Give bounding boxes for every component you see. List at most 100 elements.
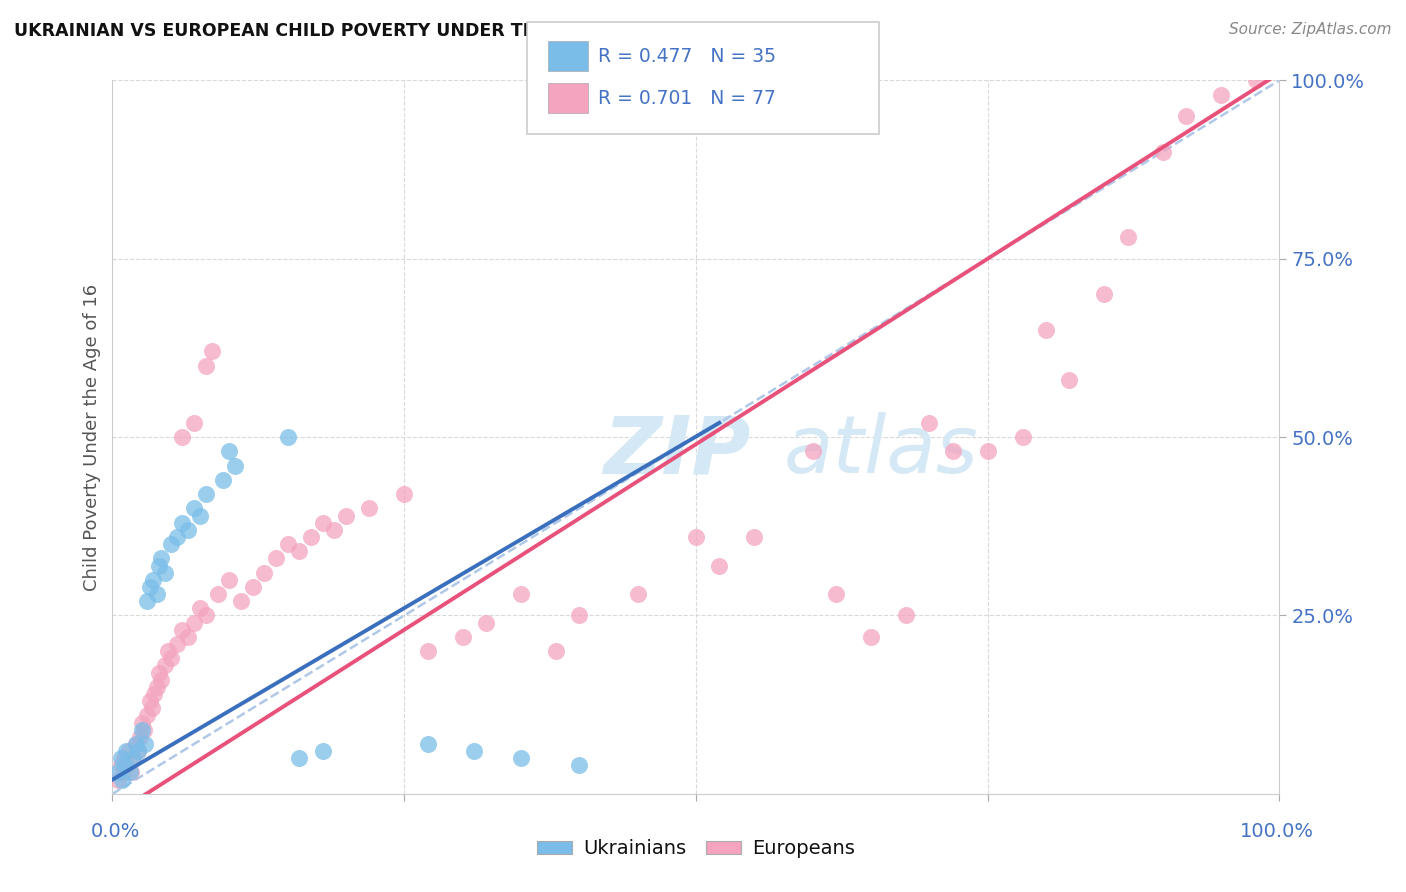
Point — [150, 551, 173, 566]
Text: ZIP: ZIP — [603, 412, 749, 491]
Point — [160, 651, 183, 665]
Point — [744, 530, 766, 544]
Point — [177, 523, 200, 537]
Point — [148, 558, 170, 573]
Point — [115, 744, 138, 758]
Point — [118, 765, 141, 780]
Point — [177, 630, 200, 644]
Point — [276, 430, 298, 444]
Point — [918, 416, 941, 430]
Point — [166, 637, 188, 651]
Point — [627, 587, 650, 601]
Point — [212, 473, 235, 487]
Text: 100.0%: 100.0% — [1240, 822, 1313, 841]
Point — [1059, 373, 1081, 387]
Point — [1094, 287, 1116, 301]
Point — [311, 516, 333, 530]
Point — [451, 630, 474, 644]
Point — [685, 530, 707, 544]
Point — [335, 508, 357, 523]
Point — [201, 344, 224, 359]
Point — [299, 530, 322, 544]
Point — [194, 608, 217, 623]
Text: R = 0.701   N = 77: R = 0.701 N = 77 — [598, 88, 776, 108]
Point — [146, 680, 169, 694]
Point — [136, 594, 159, 608]
Point — [416, 737, 439, 751]
Point — [115, 758, 138, 772]
Text: UKRAINIAN VS EUROPEAN CHILD POVERTY UNDER THE AGE OF 16 CORRELATION CHART: UKRAINIAN VS EUROPEAN CHILD POVERTY UNDE… — [14, 22, 873, 40]
Point — [323, 523, 346, 537]
Point — [218, 573, 240, 587]
Point — [112, 758, 135, 772]
Point — [131, 715, 153, 730]
Point — [188, 601, 211, 615]
Point — [976, 444, 998, 458]
Point — [110, 751, 132, 765]
Point — [111, 765, 134, 780]
Point — [125, 737, 148, 751]
Point — [276, 537, 298, 551]
Point — [253, 566, 276, 580]
Point — [153, 658, 176, 673]
Point — [111, 772, 134, 787]
Point — [509, 751, 531, 765]
Point — [139, 580, 162, 594]
Point — [1244, 73, 1267, 87]
Point — [172, 430, 194, 444]
Point — [141, 701, 163, 715]
Text: 0.0%: 0.0% — [90, 822, 141, 841]
Point — [125, 737, 148, 751]
Point — [172, 623, 194, 637]
Point — [120, 765, 142, 780]
Point — [1035, 323, 1057, 337]
Point — [288, 751, 311, 765]
Point — [134, 737, 156, 751]
Legend: Ukrainians, Europeans: Ukrainians, Europeans — [529, 831, 863, 866]
Point — [801, 444, 824, 458]
Point — [264, 551, 287, 566]
Point — [1152, 145, 1174, 159]
Point — [129, 730, 152, 744]
Point — [122, 751, 145, 765]
Point — [143, 687, 166, 701]
Point — [894, 608, 917, 623]
Point — [709, 558, 731, 573]
Point — [139, 694, 162, 708]
Point — [394, 487, 416, 501]
Text: R = 0.477   N = 35: R = 0.477 N = 35 — [598, 46, 776, 66]
Point — [1175, 109, 1198, 123]
Point — [509, 587, 531, 601]
Point — [311, 744, 333, 758]
Point — [188, 508, 211, 523]
Point — [142, 573, 165, 587]
Point — [568, 758, 591, 772]
Point — [153, 566, 176, 580]
Point — [194, 359, 217, 373]
Y-axis label: Child Poverty Under the Age of 16: Child Poverty Under the Age of 16 — [83, 284, 101, 591]
Text: atlas: atlas — [783, 412, 979, 491]
Point — [224, 458, 246, 473]
Point — [183, 615, 205, 630]
Point — [942, 444, 965, 458]
Point — [218, 444, 240, 458]
Point — [229, 594, 252, 608]
Point — [544, 644, 567, 658]
Point — [136, 708, 159, 723]
Point — [127, 744, 149, 758]
Point — [110, 758, 132, 772]
Point — [288, 544, 311, 558]
Point — [146, 587, 169, 601]
Point — [860, 630, 883, 644]
Point — [183, 416, 205, 430]
Point — [207, 587, 229, 601]
Point — [194, 487, 217, 501]
Point — [183, 501, 205, 516]
Point — [112, 751, 135, 765]
Point — [132, 723, 155, 737]
Point — [122, 751, 145, 765]
Point — [1209, 87, 1232, 102]
Point — [131, 723, 153, 737]
Point — [1116, 230, 1139, 244]
Point — [107, 765, 129, 780]
